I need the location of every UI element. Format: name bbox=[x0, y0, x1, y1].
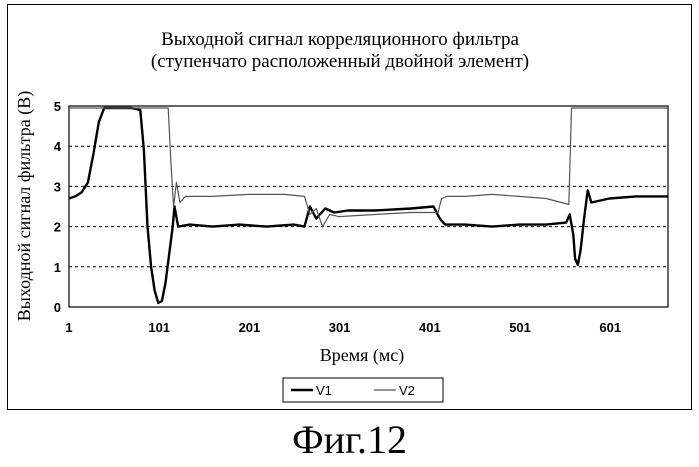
y-tick-label: 3 bbox=[54, 179, 61, 194]
plot-area: 0123451101201301401501601 bbox=[54, 99, 668, 335]
chart-subtitle: (ступенчато расположенный двойной элемен… bbox=[151, 51, 529, 72]
x-tick-label: 501 bbox=[509, 320, 531, 335]
y-tick-label: 4 bbox=[54, 139, 62, 154]
y-tick-label: 0 bbox=[54, 300, 61, 315]
legend: V1 V2 bbox=[283, 378, 443, 402]
y-tick-label: 5 bbox=[54, 99, 61, 114]
x-tick-label: 201 bbox=[239, 320, 261, 335]
chart-frame: Выходной сигнал корреляционного фильтра … bbox=[7, 4, 692, 410]
chart-svg: Выходной сигнал корреляционного фильтра … bbox=[8, 5, 693, 411]
figure-caption: Фиг.12 bbox=[0, 418, 699, 462]
y-tick-label: 2 bbox=[54, 220, 61, 235]
x-tick-label: 1 bbox=[65, 320, 72, 335]
plot-border bbox=[69, 106, 668, 307]
y-tick-label: 1 bbox=[54, 260, 61, 275]
y-axis-label: Выходной сигнал фильтра (В) bbox=[14, 91, 35, 321]
legend-v1-label: V1 bbox=[316, 383, 332, 398]
chart-title: Выходной сигнал корреляционного фильтра bbox=[161, 29, 519, 50]
x-tick-label: 301 bbox=[329, 320, 351, 335]
legend-v2-label: V2 bbox=[399, 383, 415, 398]
x-tick-label: 601 bbox=[599, 320, 621, 335]
x-tick-label: 401 bbox=[419, 320, 441, 335]
x-axis-label: Время (мс) bbox=[320, 345, 405, 366]
x-tick-label: 101 bbox=[148, 320, 170, 335]
